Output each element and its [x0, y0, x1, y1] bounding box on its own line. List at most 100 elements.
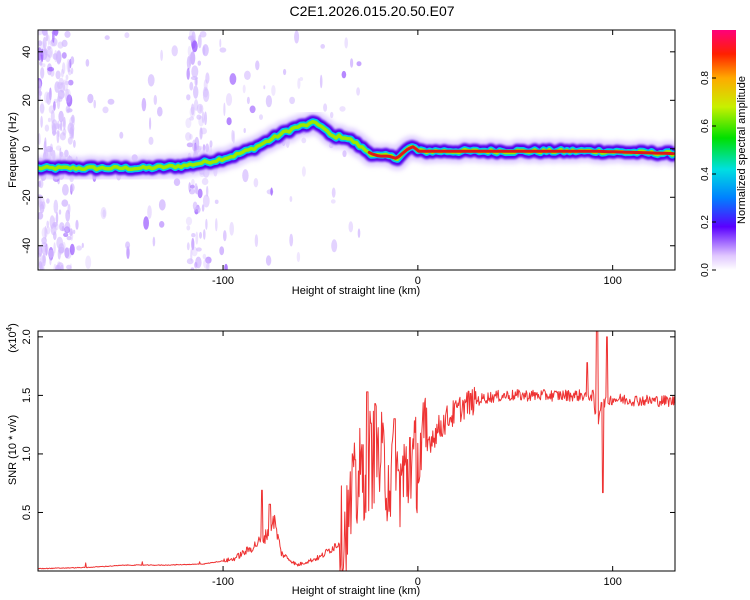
noise-blob	[320, 44, 326, 49]
noise-blob	[40, 67, 45, 79]
x-tick-label: 0	[415, 576, 421, 588]
noise-blob	[205, 72, 210, 84]
noise-blob	[223, 102, 226, 117]
noise-blob	[219, 47, 227, 53]
noise-blob	[57, 96, 63, 102]
noise-blob	[249, 105, 256, 114]
noise-blob	[41, 30, 48, 36]
noise-blob	[68, 79, 74, 86]
noise-blob	[70, 67, 74, 75]
noise-blob	[51, 123, 57, 136]
noise-blob	[49, 256, 52, 266]
noise-blob	[190, 51, 196, 65]
noise-blob	[201, 204, 205, 212]
noise-blob	[193, 261, 199, 269]
snr-ylabel: SNR (10 * v/v)	[7, 415, 19, 485]
noise-blob	[39, 61, 43, 66]
noise-blob	[194, 206, 201, 213]
noise-blob	[54, 50, 58, 63]
noise-blob	[205, 256, 212, 264]
noise-blob	[62, 79, 69, 92]
noise-blob	[224, 263, 228, 270]
snr-axes: -100 0 100 0.5 1.0 1.5 2.0	[21, 329, 675, 588]
noise-blob	[203, 258, 210, 269]
noise-blob	[38, 40, 43, 47]
noise-blob	[46, 92, 52, 105]
x-tick-label: 100	[603, 275, 621, 287]
noise-blob	[58, 209, 62, 215]
noise-blob	[215, 218, 218, 232]
noise-blob	[229, 221, 234, 236]
noise-blob	[331, 187, 336, 198]
noise-blob	[62, 128, 67, 136]
noise-blob	[45, 243, 48, 256]
noise-blob	[202, 194, 210, 208]
spectrogram-panel: -100 0 100 -40 -20 0 20 40 Height of straight l…	[7, 29, 676, 297]
chart-title: C2E1.2026.015.20.50.E07	[289, 3, 454, 19]
noise-blob	[242, 169, 249, 183]
noise-blob	[271, 85, 276, 96]
noise-blob	[67, 136, 73, 145]
noise-blob	[38, 180, 42, 188]
noise-blob	[38, 41, 46, 55]
noise-blob	[69, 263, 72, 270]
noise-blob	[124, 32, 130, 39]
noise-blob	[65, 88, 72, 103]
spectrogram-content	[38, 30, 675, 270]
noise-blob	[196, 114, 202, 120]
noise-blob	[62, 184, 69, 196]
noise-blob	[47, 117, 51, 123]
noise-blob	[64, 227, 69, 236]
noise-blob	[126, 246, 130, 259]
noise-blob	[190, 103, 195, 116]
noise-blob	[255, 60, 260, 71]
noise-blob	[159, 221, 165, 228]
noise-blob	[62, 62, 66, 75]
noise-blob	[186, 142, 194, 148]
colorbar-tick-label: 0.6	[700, 119, 711, 133]
noise-blob	[186, 94, 191, 101]
y-tick-label: 1.5	[21, 388, 33, 403]
noise-blob	[204, 111, 207, 126]
noise-blob	[38, 196, 45, 210]
noise-blob	[348, 221, 354, 233]
noise-blob	[319, 74, 323, 89]
y-tick-label: 20	[21, 94, 33, 106]
noise-blob	[85, 255, 92, 269]
noise-blob	[195, 77, 198, 86]
noise-blob	[43, 243, 49, 256]
noise-blob	[330, 111, 334, 119]
noise-blob	[190, 267, 195, 270]
noise-blob	[61, 52, 67, 59]
noise-blob	[38, 252, 42, 258]
noise-blob	[147, 205, 152, 219]
noise-blob	[160, 49, 164, 62]
noise-blob	[342, 150, 347, 158]
noise-blob	[344, 37, 349, 49]
x-tick-label: 0	[415, 275, 421, 287]
noise-blob	[70, 231, 74, 241]
spectrogram-ridge-peak	[367, 145, 675, 160]
noise-blob	[157, 106, 163, 117]
noise-blob	[186, 242, 190, 251]
noise-blob	[191, 40, 198, 53]
noise-blob	[65, 74, 69, 81]
noise-blob	[56, 130, 60, 144]
noise-blob	[55, 145, 62, 151]
noise-blob	[60, 121, 63, 132]
noise-blob	[67, 60, 71, 73]
noise-blob	[187, 45, 192, 57]
noise-blob	[259, 114, 263, 120]
noise-blob	[199, 231, 202, 239]
noise-blob	[38, 30, 43, 36]
noise-blob	[56, 50, 62, 64]
noise-blob	[197, 188, 203, 199]
noise-blob	[93, 99, 96, 109]
noise-blob	[46, 198, 50, 204]
noise-blob	[191, 233, 196, 238]
noise-blob	[226, 117, 232, 126]
noise-blob	[223, 230, 227, 242]
noise-blob	[104, 35, 110, 40]
noise-blob	[231, 129, 234, 142]
noise-blob	[246, 96, 250, 105]
